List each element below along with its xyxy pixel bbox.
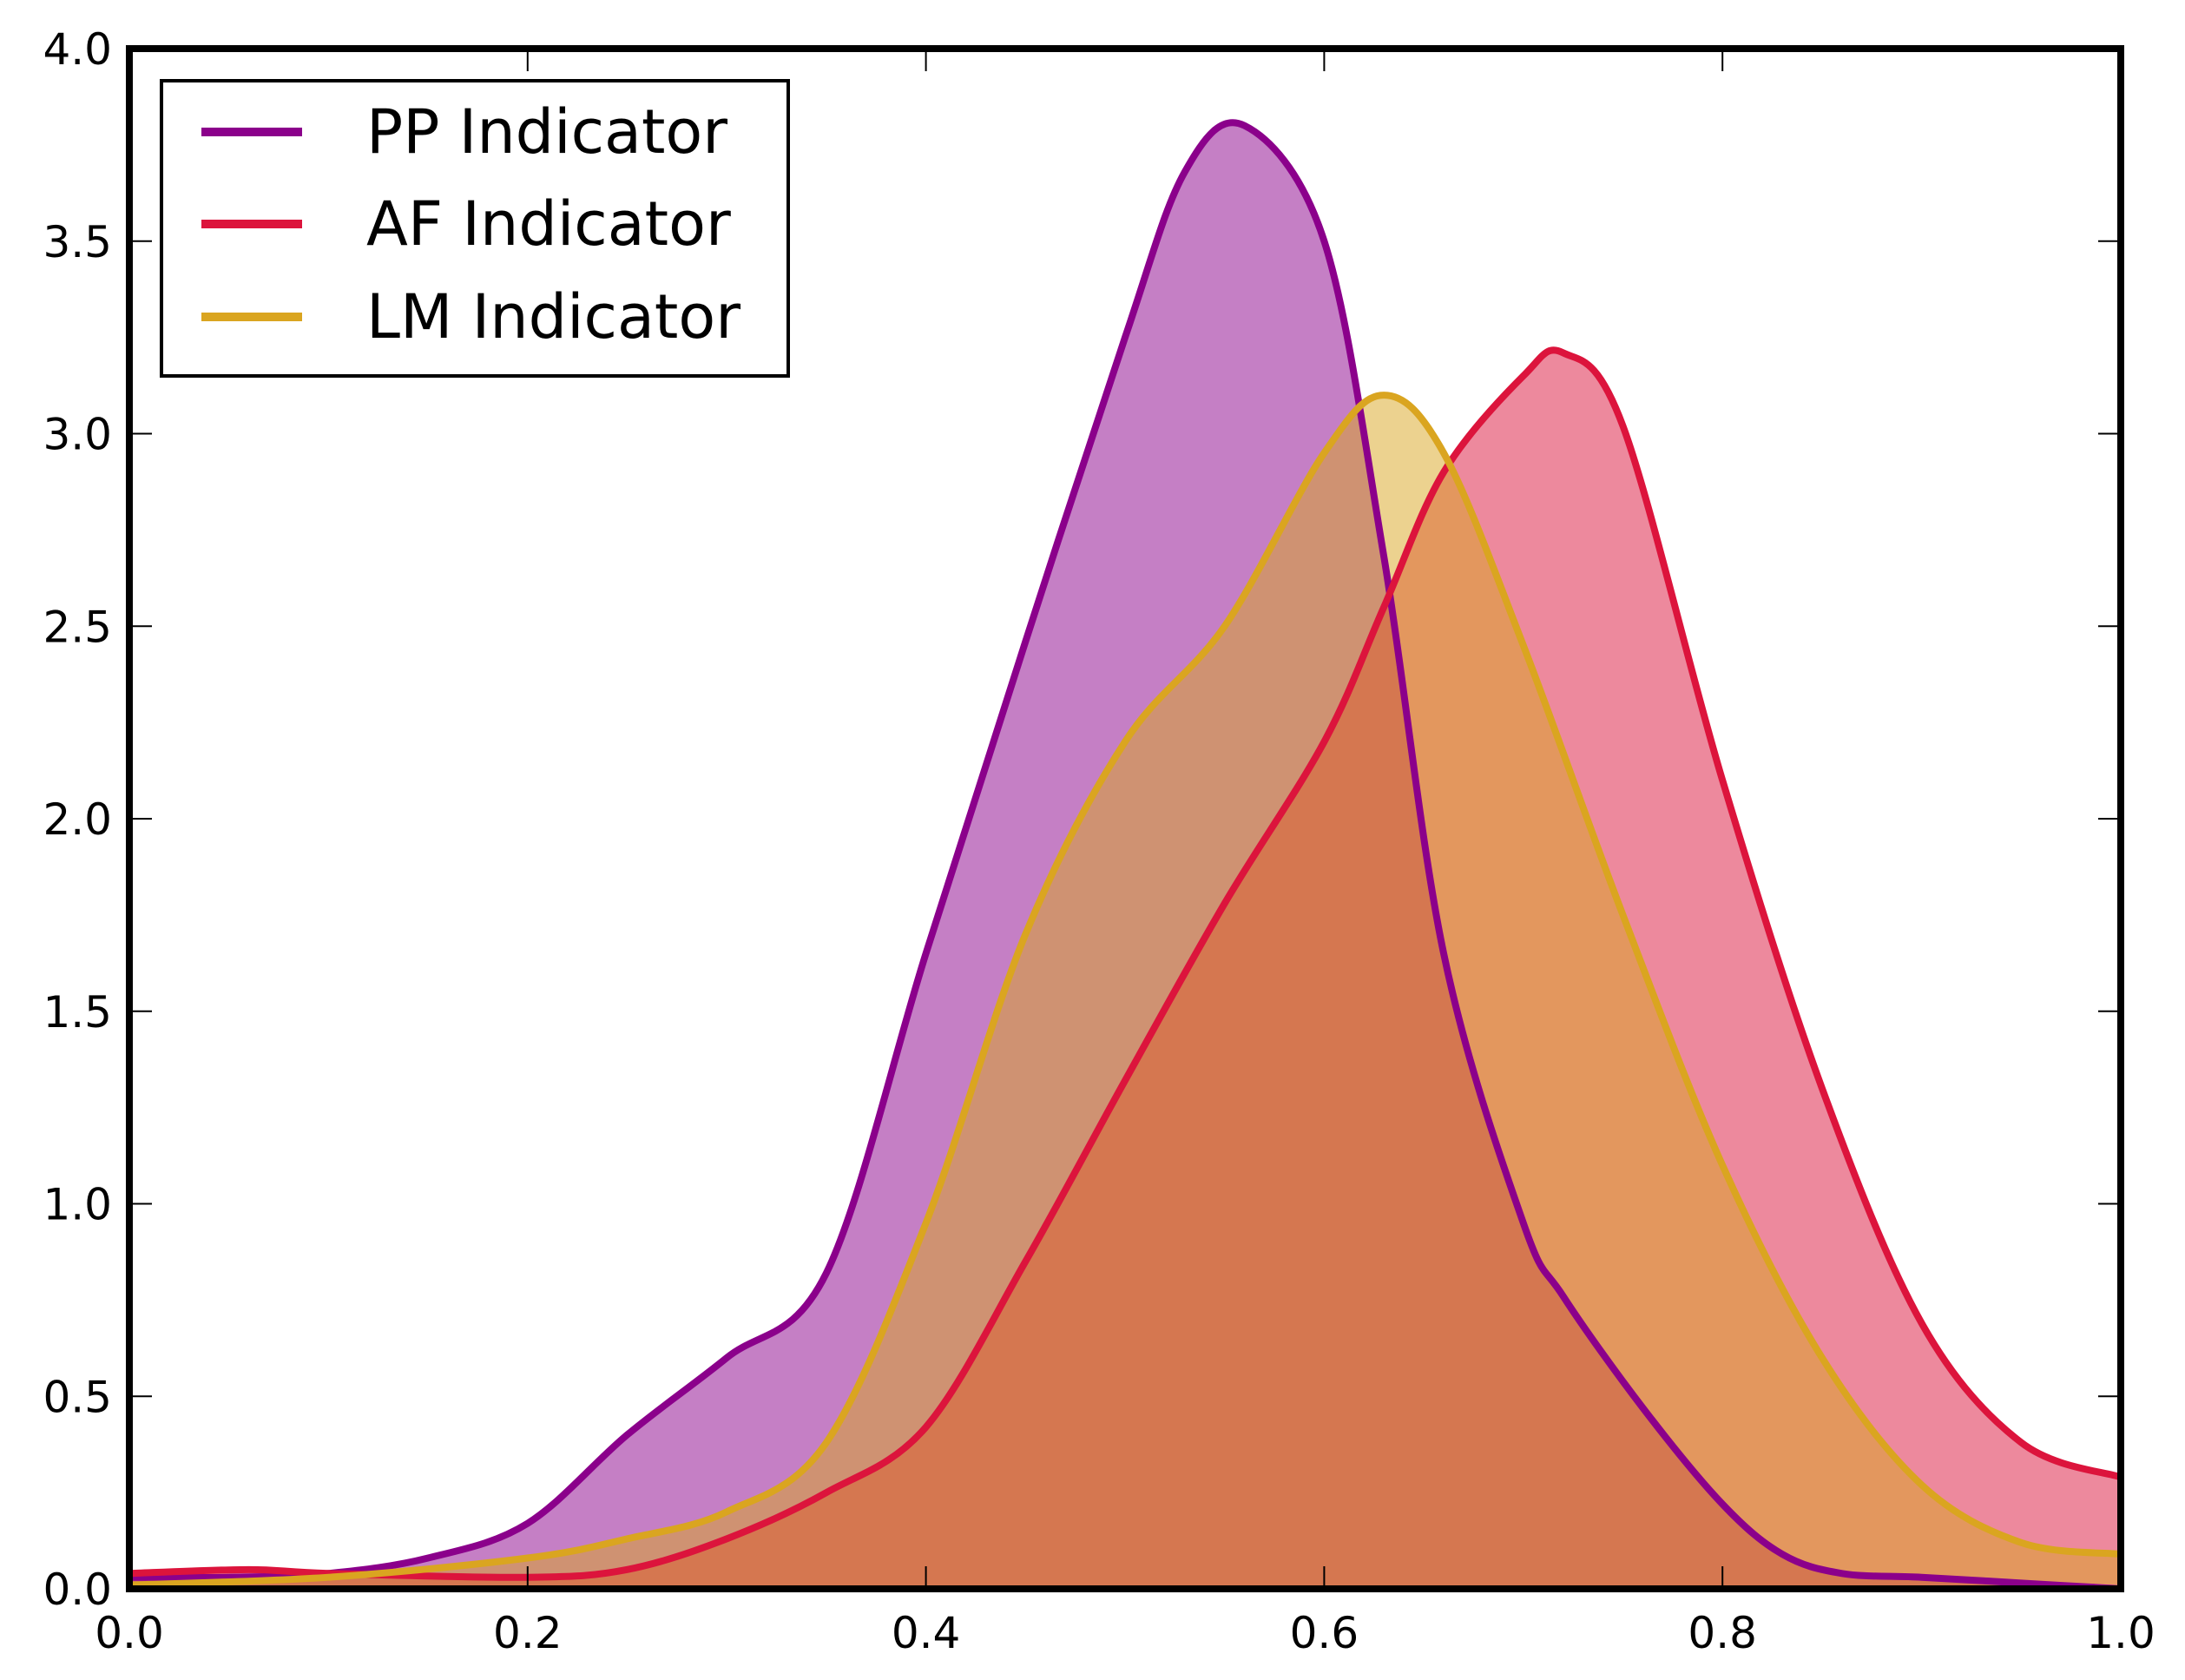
area-fills — [129, 122, 2121, 1590]
plot-area — [128, 119, 2122, 1592]
legend-label-af: AF Indicator — [366, 188, 731, 260]
y-tick-label: 2.0 — [43, 794, 112, 845]
y-tick-label: 2.5 — [43, 602, 112, 652]
axes-frame — [126, 45, 2124, 1592]
x-tick-label: 1.0 — [2086, 1608, 2155, 1658]
legend-label-lm: LM Indicator — [366, 281, 740, 352]
y-tick-label: 3.0 — [43, 410, 112, 460]
y-tick-label: 0.5 — [43, 1372, 112, 1422]
series-line-pp-indicator — [128, 119, 2122, 1592]
y-tick-label: 4.0 — [43, 24, 112, 75]
area-fill-lm-indicator — [129, 395, 2121, 1589]
x-tick-label: 0.8 — [1688, 1608, 1757, 1658]
y-tick-label: 1.5 — [43, 987, 112, 1038]
legend: PP Indicator AF Indicator LM Indicator — [160, 79, 790, 378]
x-tick-label: 0.0 — [95, 1608, 164, 1658]
x-tick-label: 0.4 — [892, 1608, 961, 1658]
axis-ticks: 0.0 0.2 0.4 0.6 0.8 1.0 0.0 0.5 1.0 1.5 2.0 2.5 3.0 3… — [43, 24, 2155, 1658]
x-tick-label: 0.2 — [493, 1608, 563, 1658]
y-tick-label: 3.5 — [43, 217, 112, 267]
x-tick-label: 0.6 — [1290, 1608, 1359, 1658]
legend-label-pp: PP Indicator — [366, 96, 727, 168]
series-lines — [128, 119, 2122, 1592]
series-line-af-indicator — [128, 346, 2122, 1581]
y-tick-label: 0.0 — [43, 1565, 112, 1615]
series-line-lm-indicator — [128, 392, 2122, 1589]
y-tick-label: 1.0 — [43, 1180, 112, 1230]
